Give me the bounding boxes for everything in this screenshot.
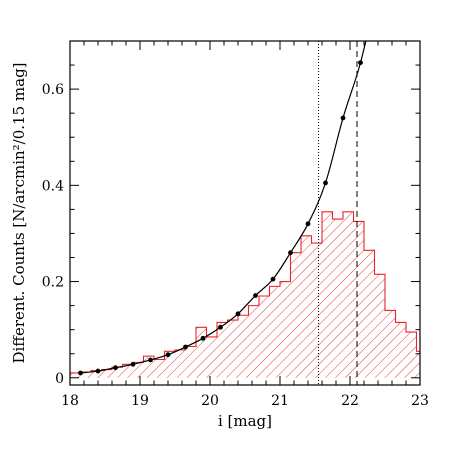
plot-content	[70, 41, 420, 385]
histogram-bar	[70, 372, 81, 378]
histogram-bar	[227, 320, 238, 378]
model-curve	[78, 41, 367, 376]
x-axis-ticks: 18 19 20 21 22 23	[61, 41, 429, 409]
histogram-bar	[133, 362, 144, 378]
model-point	[218, 324, 223, 330]
histogram-bar	[416, 351, 420, 378]
histogram-bar	[332, 219, 343, 378]
histogram-bar	[175, 349, 186, 378]
histogram-bar	[374, 274, 385, 378]
histogram-bar	[206, 336, 217, 378]
y-tick-label: 0	[55, 371, 64, 387]
x-tick-label: 20	[201, 393, 219, 409]
histogram-bar	[196, 327, 207, 378]
x-tick-label: 19	[131, 393, 149, 409]
x-axis-label: i [mag]	[218, 412, 272, 430]
y-tick-label: 0.2	[42, 275, 64, 291]
model-point	[323, 180, 328, 186]
x-tick-label: 21	[271, 393, 289, 409]
histogram-outline	[70, 211, 420, 378]
histogram-bar	[164, 351, 175, 378]
model-point	[165, 352, 171, 358]
histogram-bar	[122, 364, 133, 378]
reference-lines	[318, 41, 358, 385]
model-point	[200, 335, 206, 341]
model-point	[78, 370, 83, 376]
histogram-bar	[238, 315, 249, 378]
histogram-bar	[353, 221, 364, 378]
histogram-bar	[301, 235, 312, 378]
model-point	[340, 115, 346, 121]
histogram-bar	[101, 369, 112, 378]
model-point	[288, 250, 293, 256]
x-tick-label: 22	[341, 393, 359, 409]
model-point	[148, 357, 153, 363]
y-axis-label: Different. Counts [N/arcmin²/0.15 mag]	[10, 62, 28, 363]
histogram-bar	[143, 356, 154, 378]
model-point	[113, 365, 118, 371]
histogram-bar	[395, 322, 406, 378]
histogram-bar	[269, 286, 280, 378]
histogram-bar	[290, 252, 301, 378]
histogram-bar	[364, 250, 375, 378]
histogram-bar	[343, 211, 354, 378]
histogram-bar	[406, 332, 417, 378]
model-point	[253, 293, 258, 298]
histogram-bar	[280, 281, 291, 378]
y-axis-ticks: 0 0.2 0.4 0.6	[42, 40, 420, 387]
model-point	[183, 344, 188, 350]
model-point	[270, 276, 276, 282]
histogram-bar	[217, 322, 228, 378]
y-tick-label: 0.4	[42, 178, 64, 194]
model-point	[130, 361, 136, 367]
model-point	[95, 368, 101, 374]
histogram-bar	[91, 370, 102, 378]
histogram-bar	[385, 310, 396, 378]
histogram-bar	[322, 211, 333, 378]
model-point	[305, 221, 311, 227]
histogram	[70, 211, 420, 378]
histogram-bar	[80, 372, 91, 378]
histogram-bar	[154, 359, 165, 378]
x-tick-label: 18	[61, 393, 79, 409]
histogram-bar	[259, 295, 270, 378]
y-tick-label: 0.6	[42, 82, 64, 98]
histogram-bar	[112, 367, 123, 378]
plot-frame	[69, 40, 421, 386]
histogram-bar	[185, 346, 196, 378]
histogram-bar	[311, 243, 322, 378]
histogram-bar	[248, 305, 259, 378]
model-point	[235, 311, 241, 317]
model-point	[358, 60, 363, 66]
x-tick-label: 23	[411, 393, 429, 409]
